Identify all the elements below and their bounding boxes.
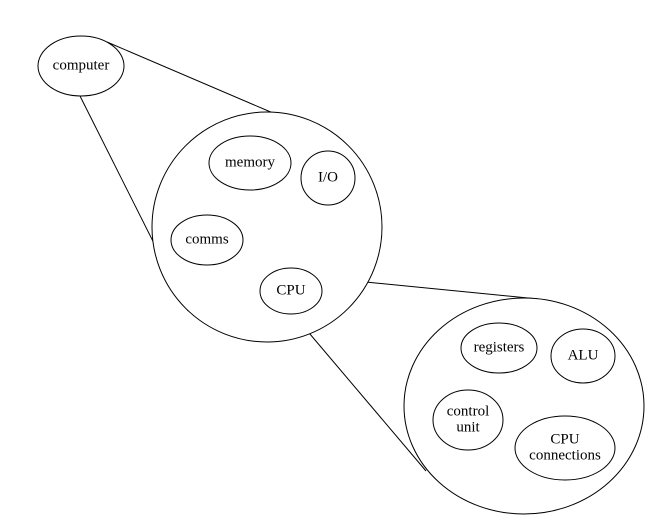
- label-registers: registers: [474, 339, 525, 355]
- label-memory: memory: [225, 154, 275, 170]
- label-control: unit: [456, 419, 480, 435]
- label-control: control: [447, 404, 490, 420]
- label-cpu: CPU: [276, 282, 305, 298]
- label-io: I/O: [318, 169, 338, 185]
- label-computer: computer: [53, 57, 110, 73]
- label-alu: ALU: [568, 347, 599, 363]
- label-connections: connections: [529, 447, 601, 463]
- label-comms: comms: [185, 231, 228, 247]
- label-connections: CPU: [550, 432, 579, 448]
- hierarchy-diagram: computer memory I/O comms CPU registers ALU con…: [0, 0, 671, 515]
- edge: [107, 42, 273, 113]
